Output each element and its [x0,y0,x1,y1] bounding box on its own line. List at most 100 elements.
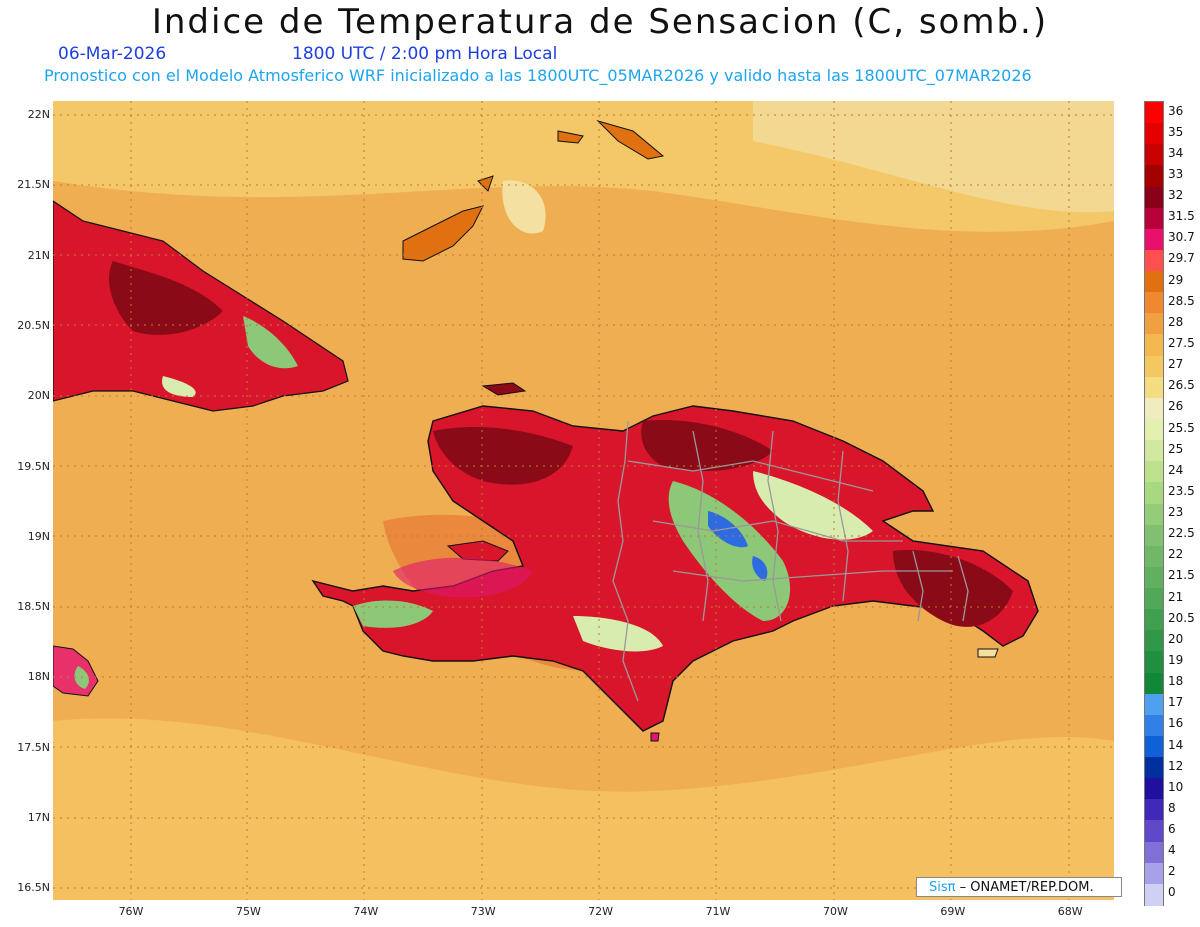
legend-label: 34 [1168,145,1184,160]
magenta-gulf [393,557,533,598]
cuba-dark [109,261,223,335]
legend-swatch [1145,545,1163,568]
lon-label: 70W [822,905,848,918]
legend-swatch [1145,651,1163,674]
island-pale-blob [502,180,546,234]
lat-label: 16.5N [17,881,50,895]
legend-label: 22 [1168,547,1184,562]
legend-swatch [1145,271,1163,294]
legend-swatch [1145,820,1163,843]
legend-label: 35 [1168,124,1184,139]
legend-swatch [1145,503,1163,526]
legend-swatch [1145,207,1163,230]
gonave-island [446,540,509,562]
legend-swatch [1145,630,1163,653]
credit-sis: Sisπ [929,880,956,895]
legend-swatch [1145,588,1163,611]
lon-label: 73W [470,905,496,918]
lat-label: 21N [27,248,50,262]
lat-label: 21.5N [17,178,50,192]
legend-swatch [1145,693,1163,716]
legend-label: 20.5 [1168,610,1195,625]
legend-label: 25.5 [1168,420,1195,435]
legend-swatch [1145,165,1163,188]
ocean-light-south [53,718,1114,900]
legend-swatch [1145,186,1163,209]
legend-label: 27 [1168,357,1184,372]
legend-swatch [1145,482,1163,505]
legend-label: 20 [1168,631,1184,646]
legend-label: 18 [1168,674,1184,689]
cuba-green [243,316,298,369]
legend-label: 8 [1168,800,1176,815]
credit-org: – ONAMET/REP.DOM. [955,880,1094,895]
legend-label: 22.5 [1168,526,1195,541]
legend-label: 26 [1168,399,1184,414]
province-borders [612,420,969,702]
legend-label: 16 [1168,716,1184,731]
lat-label: 19.5N [17,459,50,473]
legend-label: 28 [1168,314,1184,329]
legend-swatch [1145,228,1163,251]
lat-label: 18.5N [17,600,50,614]
legend-swatch [1145,609,1163,632]
legend-label: 31.5 [1168,209,1195,224]
legend-label: 23 [1168,505,1184,520]
lon-label: 76W [118,905,144,918]
haiti-dark-red [433,426,573,485]
legend-label: 10 [1168,779,1184,794]
legend-swatch [1145,418,1163,441]
cordillera-pale [753,471,873,540]
island-ne [596,119,665,160]
lon-label: 71W [705,905,731,918]
legend-label: 32 [1168,188,1184,203]
legend-swatch [1145,672,1163,695]
island-inagua [402,205,484,262]
valid-time: 1800 UTC / 2:00 pm Hora Local [292,44,558,64]
cordillera-blue-2 [752,556,768,581]
graticule [53,101,1114,900]
island-north [557,130,584,144]
forecast-date: 06-Mar-2026 [58,44,167,64]
legend-label: 0 [1168,885,1176,900]
legend-swatch [1145,566,1163,589]
legend-swatch [1145,461,1163,484]
legend-swatch [1145,757,1163,780]
legend-swatch [1145,862,1163,885]
dr-dark-red-east [893,550,1013,627]
legend-label: 25 [1168,441,1184,456]
legend-swatch [1145,249,1163,272]
legend-swatch [1145,397,1163,420]
lon-label: 74W [353,905,379,918]
lat-label: 17N [27,811,50,824]
haiti-south-green [353,600,433,628]
legend-label: 29 [1168,272,1184,287]
lon-label: 69W [940,905,966,918]
lat-label: 20N [27,389,50,403]
legend-swatch [1145,524,1163,547]
legend-swatch [1145,440,1163,463]
legend-label: 26.5 [1168,378,1195,393]
legend-label: 21.5 [1168,568,1195,583]
saona-island [977,648,999,658]
map-title: Indice de Temperatura de Sensacion (C, s… [151,2,1049,42]
legend-label: 27.5 [1168,336,1195,350]
legend-swatch [1145,144,1163,167]
legend-swatch [1145,714,1163,737]
lon-label: 68W [1057,905,1083,918]
model-subtitle: Pronostico con el Modelo Atmosferico WRF… [44,66,1032,85]
lon-label: 75W [235,905,261,918]
legend-label: 33 [1168,166,1184,181]
lat-label: 19N [27,529,50,543]
legend-swatch [1145,778,1163,801]
legend-swatch [1145,355,1163,378]
dr-dark-red-north [641,420,773,471]
legend-label: 28.5 [1168,293,1195,308]
legend-label: 29.7 [1168,251,1195,266]
legend-label: 21 [1168,589,1184,604]
legend-swatch [1145,313,1163,336]
legend-swatch [1145,841,1163,864]
legend-label: 23.5 [1168,483,1195,498]
haiti-south-green-2 [573,616,663,652]
cuba-green-small [162,376,196,397]
